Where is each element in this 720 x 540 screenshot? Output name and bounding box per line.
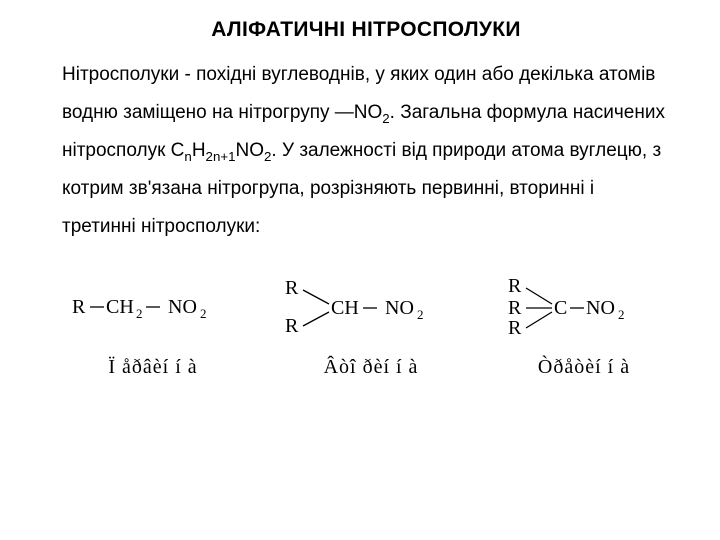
bond-icon	[303, 312, 329, 326]
formula-tertiary: R R R C NO 2 Òðåòèí í à	[504, 276, 664, 379]
formula-row: R CH 2 NO 2 Ï åðâèí í à R R CH	[62, 276, 670, 379]
formula-primary: R CH 2 NO 2 Ï åðâèí í à	[68, 276, 238, 379]
caption-tertiary: Òðåòèí í à	[538, 356, 630, 379]
gf-n1: n	[184, 149, 191, 164]
formula-no2-pre: ―NO	[335, 102, 383, 123]
formula-secondary: R R CH NO 2 Âòî ðèí í à	[281, 276, 461, 379]
tertiary-no-sub: 2	[618, 307, 625, 322]
tertiary-r2: R	[508, 297, 522, 319]
secondary-svg: R R CH NO 2	[281, 276, 461, 338]
primary-ch-sub: 2	[136, 306, 143, 321]
caption-primary: Ï åðâèí í à	[108, 356, 197, 379]
gf-c: С	[171, 140, 185, 161]
bond-icon	[303, 290, 329, 304]
secondary-r2: R	[285, 315, 299, 337]
primary-ch: CH	[106, 296, 134, 318]
secondary-r1: R	[285, 277, 299, 299]
formula-no2-sub: 2	[382, 111, 389, 126]
primary-no: NO	[168, 296, 197, 318]
primary-svg: R CH 2 NO 2	[68, 287, 238, 327]
primary-r: R	[72, 296, 86, 318]
diagram-secondary: R R CH NO 2	[281, 276, 461, 338]
secondary-no-sub: 2	[417, 307, 424, 322]
tertiary-r1: R	[508, 276, 522, 297]
diagram-tertiary: R R R C NO 2	[504, 276, 664, 338]
primary-no-sub: 2	[200, 306, 207, 321]
secondary-no: NO	[385, 297, 414, 319]
gf-no: NO	[236, 140, 265, 161]
gf-h: H	[192, 140, 206, 161]
body-paragraph: Нітросполуки - похідні вуглеводнів, у як…	[62, 56, 670, 246]
page-title: АЛІФАТИЧНІ НІТРОСПОЛУКИ	[62, 18, 670, 42]
caption-secondary: Âòî ðèí í à	[324, 356, 419, 379]
tertiary-no: NO	[586, 297, 615, 319]
tertiary-svg: R R R C NO 2	[504, 276, 664, 338]
bond-icon	[526, 288, 552, 304]
diagram-primary: R CH 2 NO 2	[68, 276, 238, 338]
page: АЛІФАТИЧНІ НІТРОСПОЛУКИ Нітросполуки - п…	[0, 0, 720, 540]
bond-icon	[526, 312, 552, 328]
secondary-ch: CH	[331, 297, 359, 319]
tertiary-c: C	[554, 297, 567, 319]
gf-n2: 2n+1	[206, 149, 236, 164]
tertiary-r3: R	[508, 317, 522, 338]
